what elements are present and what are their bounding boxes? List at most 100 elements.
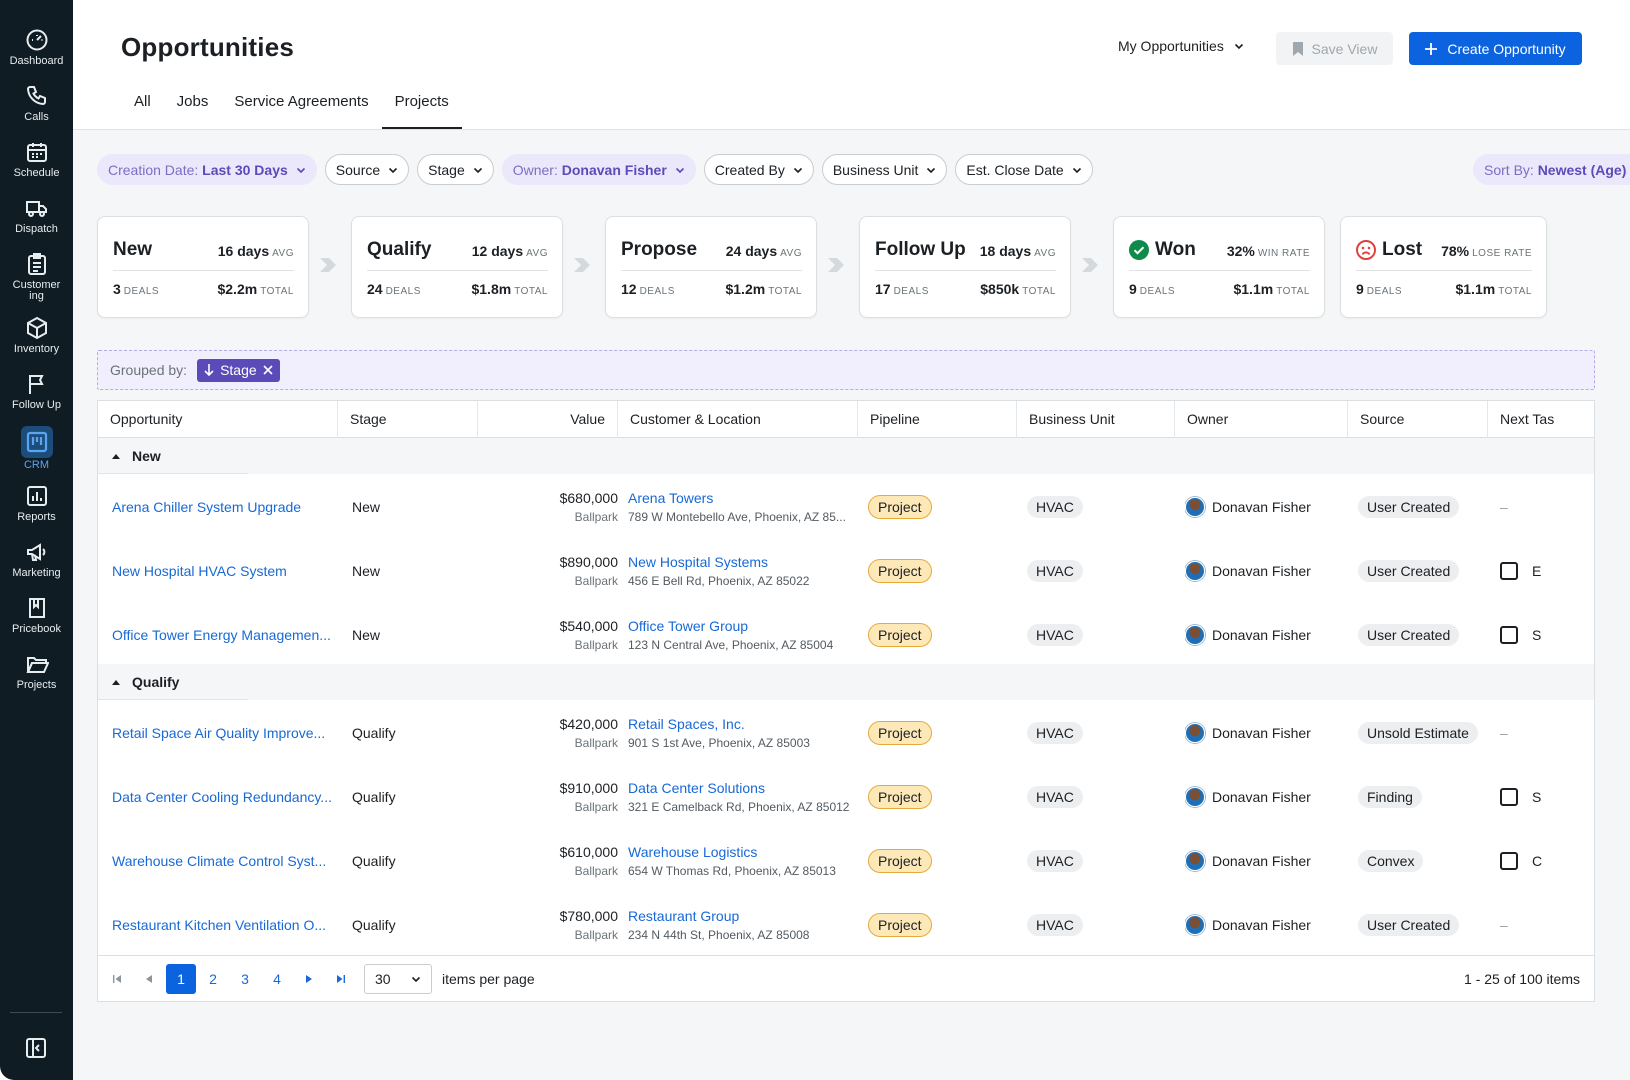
stage-name: Follow Up — [875, 239, 966, 260]
pipeline-badge: Project — [868, 784, 932, 809]
close-icon[interactable] — [263, 365, 273, 375]
table-row[interactable]: Retail Space Air Quality Improve... Qual… — [98, 700, 1594, 765]
customer-link[interactable]: Warehouse Logistics — [628, 843, 758, 860]
table-row[interactable]: Office Tower Energy Managemen... New $54… — [98, 602, 1594, 667]
column-header-source[interactable]: Source — [1348, 401, 1488, 438]
sidebar-item-calls[interactable]: Calls — [0, 84, 73, 123]
next-task-checkbox[interactable] — [1500, 625, 1518, 644]
column-header-business-unit[interactable]: Business Unit — [1017, 401, 1175, 438]
deal-value: $780,000 — [559, 907, 618, 924]
tab-service-agreements[interactable]: Service Agreements — [234, 93, 369, 110]
stage-card-follow-up[interactable]: Follow Up 18 days AVG 17 DEALS $850k TOTAL — [859, 216, 1071, 318]
sidebar-item-reports[interactable]: Reports — [0, 484, 73, 523]
column-header-value[interactable]: Value — [478, 401, 618, 438]
customer-link[interactable]: Retail Spaces, Inc. — [628, 715, 745, 732]
sidebar-item-pricebook[interactable]: Pricebook — [0, 596, 73, 635]
page-button-4[interactable]: 4 — [273, 970, 281, 987]
column-header-next-task[interactable]: Next Tas — [1500, 411, 1555, 427]
sidebar-item-marketing[interactable]: Marketing — [0, 540, 73, 579]
view-select[interactable]: My Opportunities — [1118, 38, 1244, 54]
stage-card-qualify[interactable]: Qualify 12 days AVG 24 DEALS $1.8m TOTAL — [351, 216, 563, 318]
column-header-owner[interactable]: Owner — [1175, 401, 1348, 438]
opportunity-link[interactable]: Restaurant Kitchen Ventilation O... — [112, 916, 327, 933]
page-button-3[interactable]: 3 — [241, 970, 249, 987]
filter-created-by[interactable]: Created By — [703, 154, 814, 185]
bookmark-icon — [1292, 41, 1303, 56]
table-row[interactable]: Restaurant Kitchen Ventilation O... Qual… — [98, 892, 1594, 957]
stage-avg: 18 days AVG — [980, 243, 1056, 259]
first-page-button[interactable] — [102, 964, 132, 994]
table-row[interactable]: Warehouse Climate Control Syst... Qualif… — [98, 828, 1594, 893]
sidebar-item-dashboard[interactable]: Dashboard — [0, 28, 73, 67]
filter-business-unit[interactable]: Business Unit — [821, 154, 948, 185]
stage-card-won[interactable]: Won 32% WIN RATE 9 DEALS $1.1m TOTAL — [1113, 216, 1325, 318]
customer-link[interactable]: Office Tower Group — [628, 617, 749, 634]
table-header: Opportunity Stage Value Customer & Locat… — [98, 401, 1594, 438]
stage-avg-unit: AVG — [1034, 248, 1056, 259]
items-per-page-select[interactable]: 30 — [364, 963, 432, 994]
stage-card-new[interactable]: New 16 days AVG 3 DEALS $2.2m TOTAL — [97, 216, 309, 318]
sort-select[interactable]: Sort By: Newest (Age) — [1473, 154, 1630, 185]
create-opportunity-button[interactable]: Create Opportunity — [1409, 32, 1582, 65]
column-header-opportunity[interactable]: Opportunity — [98, 401, 338, 438]
opportunity-link[interactable]: Data Center Cooling Redundancy... — [112, 788, 332, 805]
next-task-checkbox[interactable] — [1500, 561, 1518, 580]
owner-name: Donavan Fisher — [1212, 916, 1311, 933]
last-page-button[interactable] — [326, 964, 356, 994]
stage-total-unit: TOTAL — [260, 286, 294, 297]
caret-up-icon[interactable] — [112, 679, 120, 685]
chevron-left-icon — [146, 974, 152, 983]
next-task-checkbox[interactable] — [1500, 851, 1518, 870]
customer-link[interactable]: Restaurant Group — [628, 907, 740, 924]
table-row[interactable]: Arena Chiller System Upgrade New $680,00… — [98, 474, 1594, 539]
table-row[interactable]: Data Center Cooling Redundancy... Qualif… — [98, 764, 1594, 829]
group-row-label: New — [132, 448, 161, 464]
table-row[interactable]: New Hospital HVAC System New $890,000 Ba… — [98, 538, 1594, 603]
sidebar-item-follow-up[interactable]: Follow Up — [0, 372, 73, 411]
tab-projects[interactable]: Projects — [381, 92, 462, 129]
caret-up-icon[interactable] — [112, 453, 120, 459]
column-header-customer[interactable]: Customer & Location — [618, 401, 858, 438]
group-chip-stage[interactable]: Stage — [197, 358, 280, 382]
sidebar-divider — [10, 1012, 62, 1013]
sidebar-item-projects[interactable]: Projects — [0, 652, 73, 691]
filter-stage[interactable]: Stage — [417, 154, 494, 185]
column-header-stage[interactable]: Stage — [338, 401, 478, 438]
customer-link[interactable]: New Hospital Systems — [628, 553, 769, 570]
opportunity-link[interactable]: Warehouse Climate Control Syst... — [112, 852, 327, 869]
next-page-button[interactable] — [294, 964, 324, 994]
sidebar-item-dispatch[interactable]: Dispatch — [0, 196, 73, 235]
sidebar-item-customer[interactable]: Customer ing — [0, 252, 73, 302]
stage-deals: 17 DEALS — [875, 281, 929, 297]
opportunity-link[interactable]: Retail Space Air Quality Improve... — [112, 724, 326, 741]
page-button-2[interactable]: 2 — [209, 970, 217, 987]
grouping-dropzone[interactable]: Grouped by: Stage — [97, 350, 1595, 390]
previous-page-button[interactable] — [134, 964, 164, 994]
filter-est-close-date[interactable]: Est. Close Date — [955, 154, 1093, 185]
tab-jobs[interactable]: Jobs — [176, 93, 209, 110]
sidebar-item-crm[interactable]: CRM — [0, 426, 73, 471]
opportunity-link[interactable]: Office Tower Energy Managemen... — [112, 626, 331, 643]
cell-next-task: E — [1500, 538, 1594, 603]
customer-link[interactable]: Arena Towers — [628, 489, 714, 506]
filter-creation-date[interactable]: Creation Date: Last 30 Days — [97, 154, 317, 185]
sidebar-collapse-icon[interactable] — [24, 1036, 48, 1060]
stage-card-lost[interactable]: Lost 78% LOSE RATE 9 DEALS $1.1m TOTAL — [1340, 216, 1547, 318]
sidebar-item-schedule[interactable]: Schedule — [0, 140, 73, 179]
filter-source[interactable]: Source — [324, 154, 410, 185]
group-row-qualify[interactable]: Qualify — [98, 664, 1594, 700]
sidebar-item-inventory[interactable]: Inventory — [0, 316, 73, 355]
group-row-new[interactable]: New — [98, 438, 1594, 474]
stage-card-propose[interactable]: Propose 24 days AVG 12 DEALS $1.2m TOTAL — [605, 216, 817, 318]
column-header-pipeline[interactable]: Pipeline — [858, 401, 1017, 438]
filter-owner[interactable]: Owner: Donavan Fisher — [501, 154, 696, 185]
save-view-button[interactable]: Save View — [1276, 32, 1393, 65]
sidebar-item-label: Reports — [17, 511, 56, 523]
cell-value: $610,000 Ballpark — [478, 828, 618, 893]
page-button-1[interactable]: 1 — [166, 963, 196, 994]
next-task-checkbox[interactable] — [1500, 787, 1518, 806]
opportunity-link[interactable]: New Hospital HVAC System — [112, 562, 287, 579]
opportunity-link[interactable]: Arena Chiller System Upgrade — [112, 498, 302, 515]
tab-all[interactable]: All — [134, 93, 151, 110]
customer-link[interactable]: Data Center Solutions — [628, 779, 765, 796]
